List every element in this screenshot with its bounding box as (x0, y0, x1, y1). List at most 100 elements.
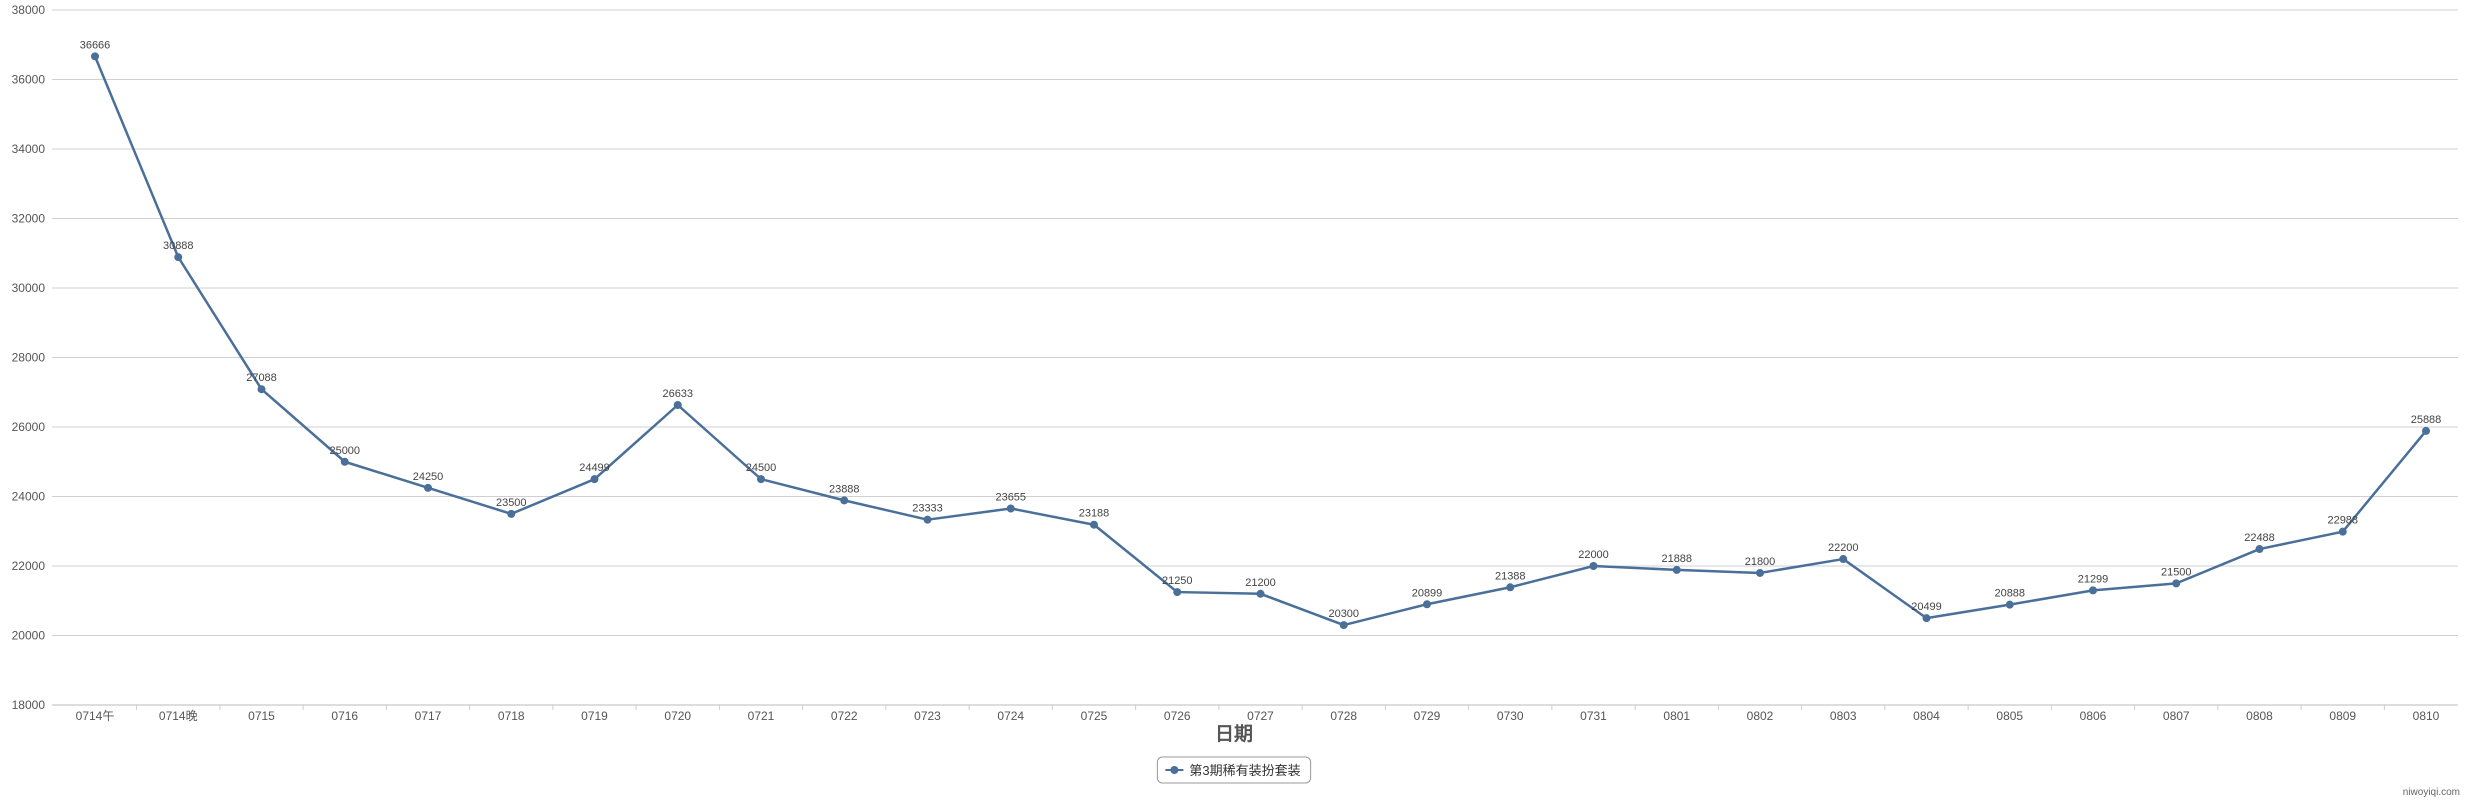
data-label: 27088 (246, 372, 277, 384)
data-label: 22200 (1828, 542, 1859, 554)
y-tick-label: 26000 (12, 420, 46, 434)
data-point (2005, 600, 2014, 609)
x-tick-label: 0724 (997, 709, 1024, 723)
data-label: 36666 (80, 39, 111, 51)
data-point (673, 401, 682, 410)
gridlines (52, 9, 2458, 706)
data-point (174, 253, 183, 262)
x-tick-label: 0725 (1081, 709, 1108, 723)
x-tick-label: 0722 (831, 709, 858, 723)
y-tick-label: 18000 (12, 698, 46, 712)
y-tick-label: 32000 (12, 212, 46, 226)
y-tick-label: 36000 (12, 73, 46, 87)
data-point (1589, 562, 1598, 570)
x-tick-label: 0714午 (76, 709, 115, 723)
data-label: 21888 (1661, 553, 1692, 565)
data-point (1006, 504, 1015, 513)
x-tick-label: 0729 (1414, 709, 1441, 723)
legend-dot-marker (1170, 766, 1179, 774)
data-label: 26633 (662, 388, 693, 400)
data-label: 23655 (995, 491, 1026, 503)
data-label: 22988 (2327, 515, 2358, 527)
x-tick-label: 0805 (1996, 709, 2023, 723)
data-point (1922, 614, 1931, 623)
x-tick-label: 0727 (1247, 709, 1274, 723)
data-point (424, 483, 432, 492)
x-tick-label: 0804 (1913, 709, 1940, 723)
data-label: 21388 (1495, 570, 1526, 582)
x-tick-label: 0731 (1580, 709, 1607, 723)
data-label: 20888 (1994, 588, 2025, 600)
data-point (1839, 555, 1848, 564)
data-point (2338, 527, 2347, 536)
data-point (2172, 579, 2181, 588)
watermark: niwoyiqi.com (2403, 787, 2460, 798)
x-tick-label: 0806 (2080, 709, 2107, 723)
legend-box[interactable] (1156, 756, 1312, 784)
x-tick-label: 0809 (2329, 709, 2356, 723)
y-tick-label: 30000 (12, 281, 46, 295)
data-label: 23500 (496, 497, 527, 509)
data-point (757, 475, 765, 484)
data-label: 24500 (746, 462, 777, 474)
y-tick-label: 28000 (12, 351, 46, 365)
x-tick-label: 0715 (248, 709, 275, 723)
legend[interactable]: 第3期稀有装扮套装 (1156, 756, 1312, 784)
data-label: 21299 (2078, 573, 2109, 585)
data-label: 21250 (1162, 575, 1193, 587)
y-tick-label: 34000 (12, 142, 46, 156)
data-label: 24250 (413, 471, 444, 483)
x-tick-label: 0723 (914, 709, 941, 723)
data-point (1090, 520, 1098, 529)
data-label: 20899 (1412, 587, 1443, 599)
data-point (2089, 586, 2097, 595)
x-tick-label: 0719 (581, 709, 608, 723)
data-label: 21500 (2161, 566, 2192, 578)
y-axis: 18000 20000 22000 24000 26000 28000 30000 32000… (12, 3, 46, 712)
x-tick-label: 0728 (1330, 709, 1357, 723)
x-tick-label: 0807 (2163, 709, 2190, 723)
data-label: 23888 (829, 483, 860, 495)
data-point (2422, 426, 2430, 435)
x-tick-label: 0810 (2413, 709, 2440, 723)
x-tick-label: 0718 (498, 709, 525, 723)
data-label: 22000 (1578, 549, 1609, 561)
x-tick-label: 0714晚 (159, 709, 198, 723)
x-tick-label: 0808 (2246, 709, 2273, 723)
y-tick-label: 22000 (12, 559, 46, 573)
y-tick-label: 38000 (12, 3, 46, 17)
data-label: 22488 (2244, 532, 2275, 544)
data-point (1506, 583, 1515, 592)
data-point (91, 52, 99, 61)
x-axis-title: 日期 (1215, 723, 1253, 745)
data-label: 24499 (579, 462, 610, 474)
data-point (1339, 621, 1348, 630)
x-tick-label: 0726 (1164, 709, 1191, 723)
data-point (507, 509, 516, 518)
x-tick-label: 0730 (1497, 709, 1524, 723)
data-point (923, 515, 932, 524)
data-label: 25888 (2411, 414, 2442, 426)
y-tick-label: 20000 (12, 629, 46, 643)
x-tick-label: 0717 (415, 709, 442, 723)
x-axis: 0714午 0714晚 0715 0716 0717 0718 0719 0720 0721 07… (76, 705, 2440, 723)
data-point (340, 457, 349, 466)
x-tick-label: 0803 (1830, 709, 1857, 723)
data-label: 25000 (329, 445, 360, 457)
legend-label: 第3期稀有装扮套装 (1189, 763, 1300, 778)
data-point (590, 475, 599, 484)
data-point (1672, 565, 1681, 574)
x-tick-label: 0801 (1663, 709, 1690, 723)
data-point (257, 385, 266, 394)
data-point (1256, 589, 1265, 598)
x-tick-label: 0716 (331, 709, 358, 723)
data-point (2255, 545, 2264, 554)
x-tick-label: 0720 (664, 709, 691, 723)
data-label: 20300 (1328, 608, 1359, 620)
data-point (1423, 600, 1431, 609)
data-label: 21800 (1745, 556, 1776, 568)
y-tick-label: 24000 (12, 490, 46, 504)
series-line (91, 52, 2430, 630)
data-label: 23188 (1079, 508, 1110, 520)
